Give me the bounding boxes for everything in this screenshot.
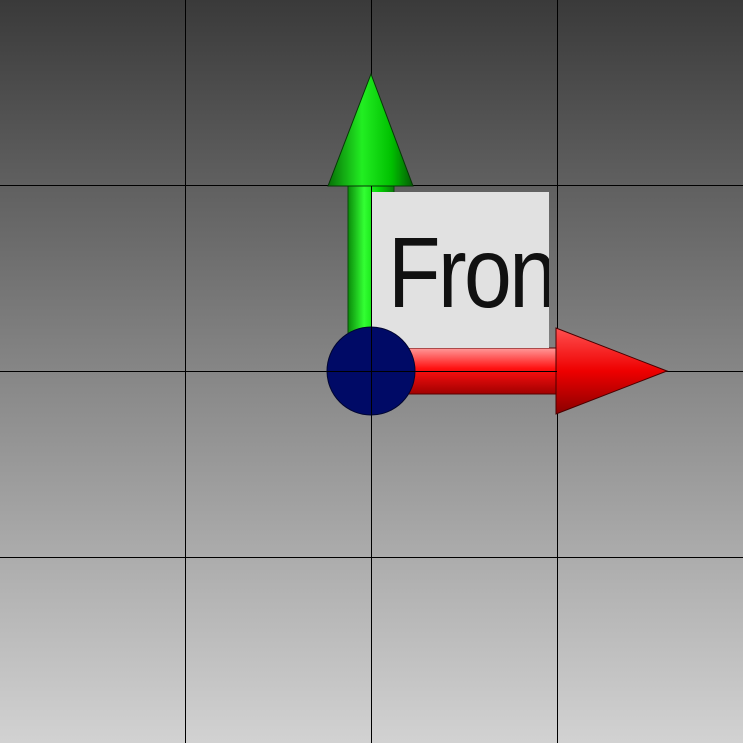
y-axis-cone xyxy=(327,72,414,187)
origin-point-icon[interactable] xyxy=(326,326,416,416)
view-label-text: Front xyxy=(388,217,549,329)
view-label-front: Front xyxy=(372,192,549,348)
